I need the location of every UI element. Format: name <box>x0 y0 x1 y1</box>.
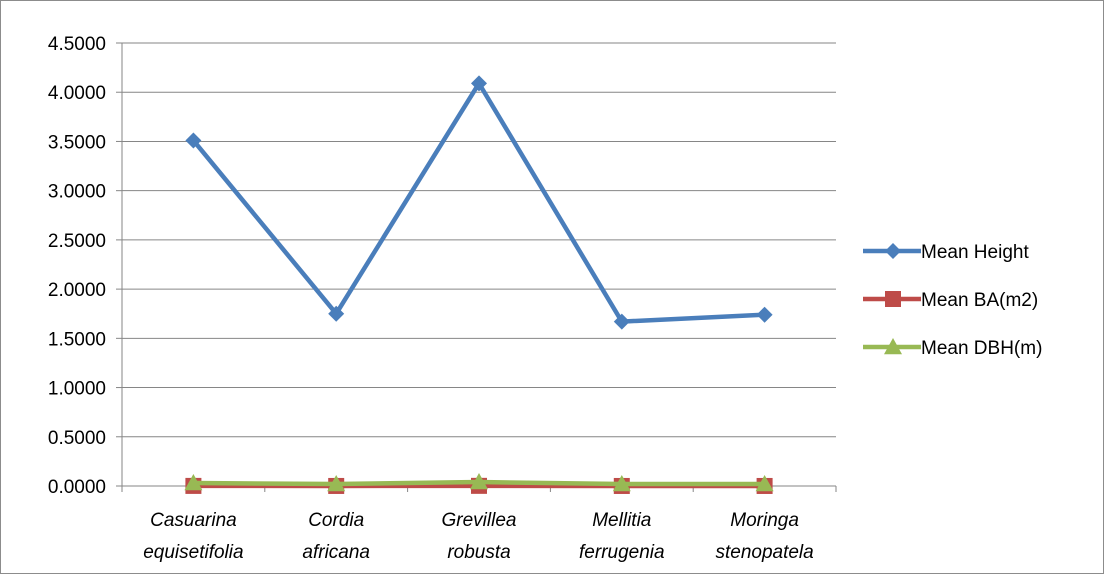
legend-item: Mean DBH(m) <box>863 338 1042 359</box>
x-tick-label: robusta <box>447 542 510 563</box>
legend-marker <box>885 291 901 307</box>
legend-item: Mean BA(m2) <box>863 290 1038 311</box>
series-line <box>193 83 764 321</box>
series-0 <box>185 75 772 329</box>
y-tick-label: 4.0000 <box>48 83 106 104</box>
x-tick-label: Casuarina <box>150 510 237 531</box>
legend-marker <box>885 243 901 259</box>
x-tick-label: stenopatela <box>715 542 813 563</box>
legend-label: Mean Height <box>921 242 1029 263</box>
legend-label: Mean DBH(m) <box>921 338 1042 359</box>
y-tick-label: 1.0000 <box>48 379 106 400</box>
series-group <box>184 75 773 494</box>
y-tick-labels: 0.0000 0.5000 1.0000 1.5000 2.0000 2.5000 3.00… <box>48 34 106 498</box>
x-tick-label: equisetifolia <box>143 542 243 563</box>
x-tick-label: Cordia <box>308 510 364 531</box>
y-tick-label: 1.5000 <box>48 329 106 350</box>
x-tick-labels: Casuarina equisetifolia Cordia africana Grev… <box>143 510 813 563</box>
series-2 <box>184 473 773 491</box>
y-tick-label: 3.5000 <box>48 132 106 153</box>
y-tick-label: 0.5000 <box>48 428 106 449</box>
x-tick-label: Grevillea <box>442 510 517 531</box>
x-tick-label: ferrugenia <box>579 542 665 563</box>
x-tick-label: Moringa <box>730 510 799 531</box>
x-tick-label: africana <box>302 542 370 563</box>
x-tick-label: Mellitia <box>592 510 651 531</box>
legend-item: Mean Height <box>863 242 1029 263</box>
legend-label: Mean BA(m2) <box>921 290 1038 311</box>
gridlines <box>122 43 836 437</box>
y-tick-label: 2.0000 <box>48 280 106 301</box>
legend: Mean Height Mean BA(m2) Mean DBH(m) <box>863 242 1042 359</box>
y-tick-label: 3.0000 <box>48 182 106 203</box>
y-tick-label: 2.5000 <box>48 231 106 252</box>
axes <box>116 43 836 492</box>
y-tick-label: 4.5000 <box>48 34 106 55</box>
data-point <box>757 307 773 323</box>
y-tick-label: 0.0000 <box>48 477 106 498</box>
